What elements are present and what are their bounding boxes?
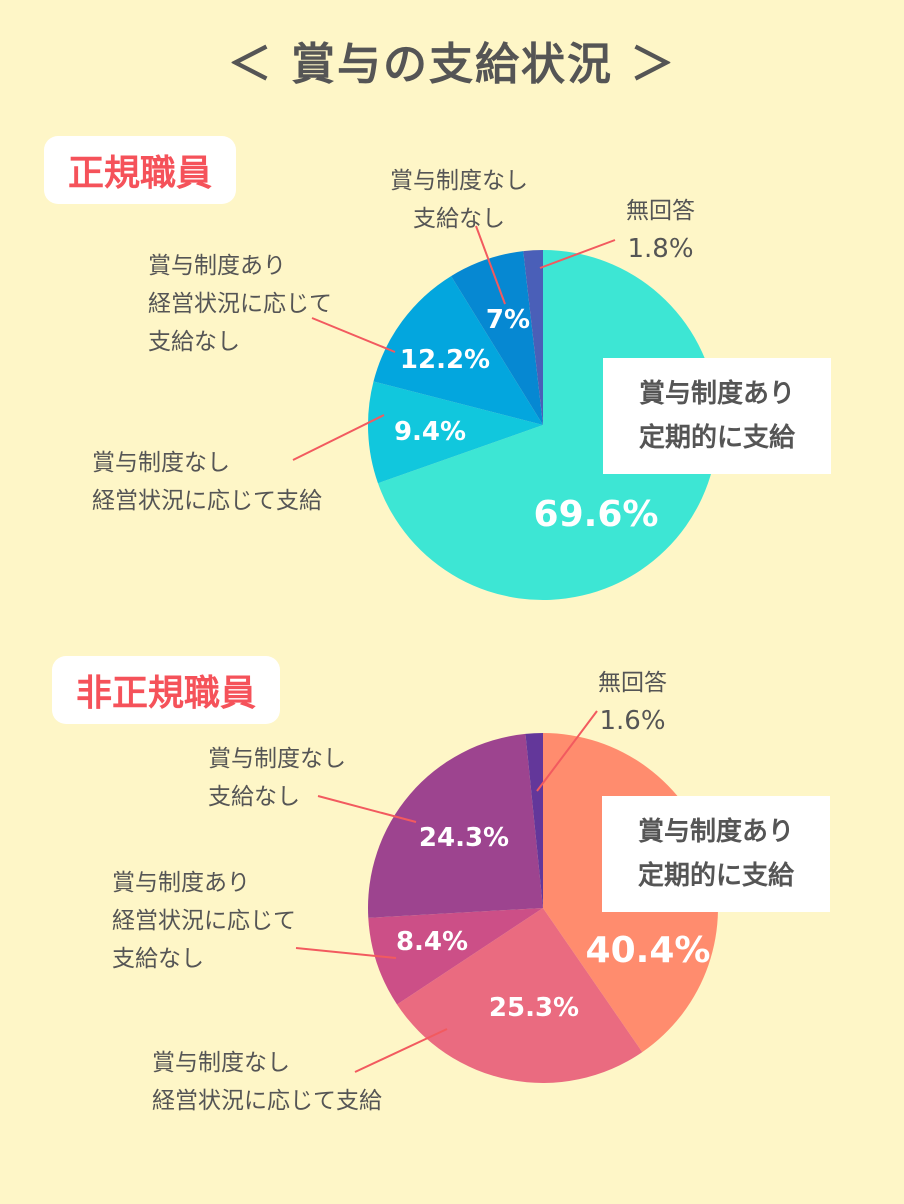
label-no-system-pay: 賞与制度なし 経営状況に応じて支給 [152, 1050, 382, 1114]
label-system-no-pay: 賞与制度あり 経営状況に応じて 支給なし [112, 870, 296, 972]
pie-slice [377, 250, 718, 600]
leader-line [317, 795, 417, 823]
pie-slice [525, 733, 543, 908]
leader-line [354, 1028, 448, 1073]
page-title: ＜ 賞与の支給状況 ＞ [227, 39, 677, 90]
label-no-system-no-pay: 賞与制度なし 支給なし [390, 168, 528, 232]
pct-label: 25.3% [489, 993, 579, 1023]
leader-line [539, 239, 616, 269]
label-no-answer: 無回答 1.8% [626, 198, 695, 264]
pie-slice [373, 276, 543, 425]
callout-regular-pay: 賞与制度あり 定期的に支給 [602, 796, 831, 912]
pct-label: 7% [486, 305, 530, 335]
leader-line [311, 317, 396, 353]
pct-label: 24.3% [419, 823, 509, 853]
label-no-answer: 無回答 1.6% [598, 670, 667, 736]
pct-label: 8.4% [396, 927, 468, 957]
pie-slice [397, 908, 643, 1083]
pct-label: 12.2% [400, 345, 490, 375]
leader-line [295, 947, 397, 959]
leader-line [475, 225, 506, 305]
pct-label: 40.4% [586, 930, 711, 971]
pie-slice [368, 381, 543, 484]
pct-label: 9.4% [394, 417, 466, 447]
pct-label: 69.6% [534, 494, 659, 535]
label-no-system-pay: 賞与制度なし 経営状況に応じて支給 [92, 450, 322, 514]
section-tag-regular: 正規職員 [44, 136, 237, 204]
callout-regular-pay: 賞与制度あり 定期的に支給 [603, 358, 832, 474]
label-no-system-no-pay: 賞与制度なし 支給なし [208, 746, 346, 810]
leader-line [292, 414, 385, 461]
pie-slice [368, 908, 543, 1005]
pie-slice [523, 250, 543, 425]
label-system-no-pay: 賞与制度あり 経営状況に応じて 支給なし [148, 253, 332, 355]
pie-slice [368, 733, 543, 918]
leader-line [536, 710, 598, 792]
section-tag-non-regular: 非正規職員 [52, 656, 281, 724]
pie-slice [451, 251, 543, 425]
pie1-slices [368, 250, 718, 600]
